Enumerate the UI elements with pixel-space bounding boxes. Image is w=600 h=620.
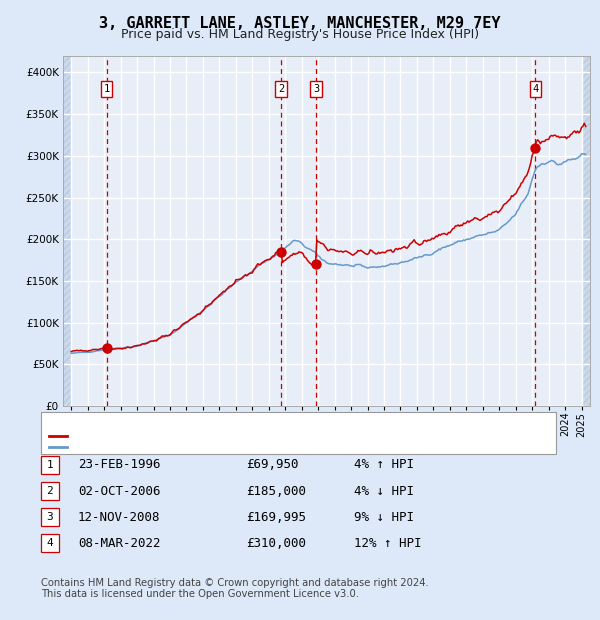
Text: 02-OCT-2006: 02-OCT-2006 — [78, 485, 161, 497]
Text: 3, GARRETT LANE, ASTLEY, MANCHESTER, M29 7EY: 3, GARRETT LANE, ASTLEY, MANCHESTER, M29… — [99, 16, 501, 30]
Polygon shape — [581, 56, 590, 406]
Text: £69,950: £69,950 — [246, 459, 299, 471]
Text: £169,995: £169,995 — [246, 511, 306, 523]
Text: 3: 3 — [46, 512, 53, 522]
Text: 2: 2 — [278, 84, 284, 94]
Text: 3, GARRETT LANE, ASTLEY, MANCHESTER, M29 7EY (detached house): 3, GARRETT LANE, ASTLEY, MANCHESTER, M29… — [71, 431, 452, 441]
Text: 12-NOV-2008: 12-NOV-2008 — [78, 511, 161, 523]
Text: 3: 3 — [313, 84, 319, 94]
Text: HPI: Average price, detached house, Wigan: HPI: Average price, detached house, Wiga… — [71, 442, 307, 452]
Text: 12% ↑ HPI: 12% ↑ HPI — [354, 537, 421, 549]
Text: 2: 2 — [46, 486, 53, 496]
Text: 23-FEB-1996: 23-FEB-1996 — [78, 459, 161, 471]
Text: 4% ↓ HPI: 4% ↓ HPI — [354, 485, 414, 497]
Text: £185,000: £185,000 — [246, 485, 306, 497]
Text: 08-MAR-2022: 08-MAR-2022 — [78, 537, 161, 549]
Text: 9% ↓ HPI: 9% ↓ HPI — [354, 511, 414, 523]
Text: 4% ↑ HPI: 4% ↑ HPI — [354, 459, 414, 471]
Text: Price paid vs. HM Land Registry's House Price Index (HPI): Price paid vs. HM Land Registry's House … — [121, 28, 479, 41]
Text: 4: 4 — [46, 538, 53, 548]
Text: 1: 1 — [104, 84, 110, 94]
Text: 4: 4 — [532, 84, 538, 94]
Text: £310,000: £310,000 — [246, 537, 306, 549]
Polygon shape — [63, 56, 71, 406]
Text: 1: 1 — [46, 460, 53, 470]
Text: This data is licensed under the Open Government Licence v3.0.: This data is licensed under the Open Gov… — [41, 589, 359, 599]
Text: Contains HM Land Registry data © Crown copyright and database right 2024.: Contains HM Land Registry data © Crown c… — [41, 578, 428, 588]
